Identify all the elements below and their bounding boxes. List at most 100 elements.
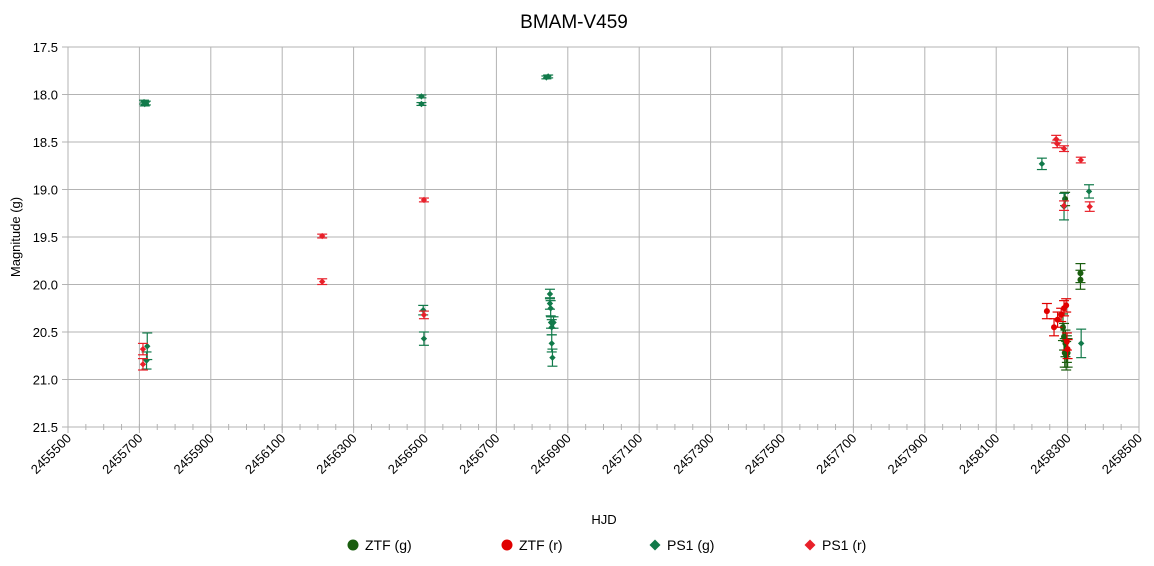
marker-diamond <box>1085 188 1093 195</box>
data-point-ps1-r <box>1052 139 1063 149</box>
legend-label: ZTF (g) <box>365 537 412 553</box>
x-tick-label: 2455700 <box>99 431 145 477</box>
data-point-ps1-g <box>416 100 427 108</box>
legend: ZTF (g) ZTF (r) PS1 (g) PS1 (r) <box>347 537 866 553</box>
data-point-ps1-r <box>418 196 429 204</box>
y-tick-label: 20.5 <box>33 325 58 340</box>
grid <box>62 46 1140 433</box>
marker-diamond <box>420 335 428 342</box>
marker-diamond <box>1077 156 1085 164</box>
marker-diamond <box>1054 140 1061 148</box>
x-tick-label: 2458100 <box>956 431 1002 477</box>
x-tick-label: 2456300 <box>313 431 359 477</box>
axes <box>67 424 1140 430</box>
marker-diamond <box>1086 203 1093 210</box>
data-point-ztf-r <box>1059 300 1070 317</box>
x-tick-label: 2456500 <box>385 431 431 477</box>
x-axis-label: HJD <box>591 512 616 527</box>
data-point-ps1-g <box>418 331 429 346</box>
marker-diamond <box>548 340 555 347</box>
x-tick-label: 2456900 <box>528 431 574 477</box>
data-point-ps1-r <box>1059 145 1070 153</box>
marker-diamond <box>549 354 556 361</box>
x-tick-label: 2457100 <box>599 431 645 477</box>
legend-marker-diamond <box>804 539 816 551</box>
marker-diamond <box>546 290 554 298</box>
legend-label: PS1 (r) <box>822 537 866 553</box>
marker-diamond <box>547 305 554 312</box>
marker-diamond <box>550 319 557 326</box>
data-point-ps1-r <box>1059 200 1070 211</box>
data-point-ps1-g <box>546 334 557 353</box>
data-point-ps1-g <box>547 348 558 367</box>
data-point-ps1-g <box>545 300 556 317</box>
legend-label: ZTF (r) <box>519 537 563 553</box>
legend-item-ztf-r: ZTF (r) <box>501 537 563 553</box>
marker-diamond <box>418 100 425 108</box>
marker-diamond <box>144 343 151 350</box>
marker-diamond <box>418 93 425 100</box>
y-tick-label: 21.0 <box>33 373 58 388</box>
marker-diamond <box>1052 135 1060 143</box>
marker-diamond <box>1060 202 1068 209</box>
marker-circle <box>1063 302 1070 309</box>
x-tick-label: 2458500 <box>1099 431 1145 477</box>
marker-diamond <box>318 232 326 240</box>
x-tick-label: 2457700 <box>813 431 859 477</box>
data-point-ps1-g <box>543 73 554 80</box>
y-tick-label: 17.5 <box>33 40 58 55</box>
data-point-ps1-r <box>418 310 429 320</box>
data-point-ps1-r <box>137 358 148 371</box>
legend-marker-circle <box>501 539 513 551</box>
marker-circle <box>1064 346 1071 353</box>
data-point-ps1-g <box>1084 184 1095 199</box>
y-axis-label: Magnitude (g) <box>8 197 23 277</box>
marker-diamond <box>142 99 150 107</box>
marker-diamond <box>420 196 428 204</box>
x-tick-labels: 2455500 2455700 2455900 2456100 2456300 24565… <box>28 431 1145 477</box>
data-point-ps1-g <box>548 316 559 329</box>
marker-circle <box>1043 308 1050 315</box>
legend-marker-diamond <box>649 539 661 551</box>
legend-item-ztf-g: ZTF (g) <box>347 537 412 553</box>
marker-diamond <box>544 73 552 80</box>
y-tick-label: 21.5 <box>33 420 58 435</box>
x-tick-label: 2458300 <box>1027 431 1073 477</box>
x-tick-label: 2455500 <box>28 431 74 477</box>
data-point-ps1-g <box>544 288 555 300</box>
marker-diamond <box>139 361 147 368</box>
legend-item-ps1-r: PS1 (r) <box>804 537 866 553</box>
marker-diamond <box>546 300 554 307</box>
data-point-ps1-g <box>140 99 151 107</box>
data-point-ps1-g <box>1036 157 1047 171</box>
data-point-ztf-g <box>1075 269 1086 290</box>
x-tick-label: 2455900 <box>171 431 217 477</box>
chart-title: BMAM-V459 <box>520 12 628 33</box>
data-points <box>137 73 1095 371</box>
x-tick-label: 2457900 <box>885 431 931 477</box>
data-point-ztf-r <box>1041 302 1052 320</box>
data-point-ps1-r <box>317 278 328 286</box>
data-point-ps1-g <box>416 93 427 100</box>
y-tick-labels: 17.5 18.0 18.5 19.0 19.5 20.0 20.5 21.0 21.5 <box>33 40 58 435</box>
data-point-ps1-r <box>137 342 148 356</box>
marker-circle <box>1058 311 1065 318</box>
x-tick-label: 2457500 <box>742 431 788 477</box>
marker-diamond <box>420 306 427 314</box>
legend-marker-circle <box>347 539 359 551</box>
data-point-ztf-r <box>1062 339 1073 360</box>
y-tick-label: 19.0 <box>33 183 58 198</box>
x-tick-label: 2456100 <box>242 431 288 477</box>
y-tick-label: 18.0 <box>33 88 58 103</box>
marker-diamond <box>1060 145 1068 152</box>
marker-circle <box>1077 276 1084 283</box>
x-tick-label: 2456700 <box>456 431 502 477</box>
data-point-ztf-r <box>1061 298 1072 313</box>
y-tick-label: 18.5 <box>33 135 58 150</box>
data-point-ps1-r <box>1084 201 1095 212</box>
marker-diamond <box>420 311 428 319</box>
y-tick-label: 19.5 <box>33 230 58 245</box>
data-point-ps1-g <box>1076 328 1087 359</box>
marker-diamond <box>139 345 147 353</box>
